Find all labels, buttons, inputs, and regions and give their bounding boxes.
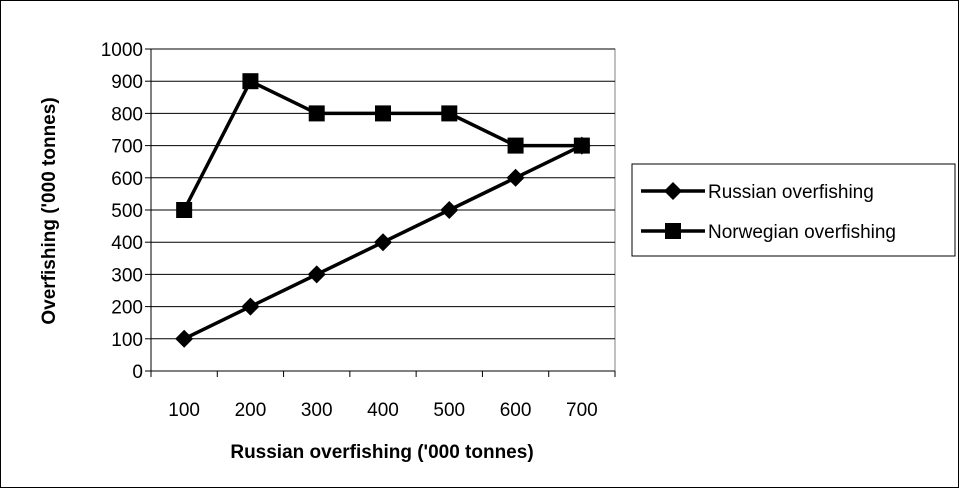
y-tick-label: 500 [111, 201, 143, 222]
series-group [175, 73, 591, 348]
axes [145, 48, 616, 377]
x-tick-label: 200 [235, 400, 267, 421]
data-point [375, 105, 391, 122]
x-tick-labels: 100 200 300 400 500 600 700 [168, 400, 597, 421]
x-tick-label: 600 [500, 400, 532, 421]
legend-box [631, 163, 956, 257]
legend-label: Russian overfishing [708, 182, 874, 203]
legend-label: Norwegian overfishing [708, 222, 896, 243]
x-tick-label: 300 [301, 400, 333, 421]
series-2 [176, 73, 590, 218]
data-point [176, 202, 193, 218]
data-point [440, 201, 459, 219]
data-point [441, 105, 458, 122]
y-tick-labels: 0 100 200 300 400 500 600 700 800 900 1000 [101, 40, 143, 383]
x-tick-label: 400 [367, 400, 399, 421]
x-axis-title: Russian overfishing ('000 tonnes) [230, 442, 533, 463]
legend-item: Russian overfishing [641, 182, 874, 203]
data-point [308, 105, 325, 122]
data-point [374, 233, 392, 252]
data-point [307, 265, 326, 284]
x-tick-label: 100 [168, 400, 200, 421]
y-tick-label: 1000 [101, 40, 143, 61]
data-point [242, 73, 259, 90]
y-tick-label: 700 [111, 137, 143, 158]
y-tick-label: 200 [111, 298, 143, 319]
x-tick-label: 700 [566, 400, 598, 421]
data-point [175, 329, 194, 348]
y-tick-label: 600 [111, 169, 143, 190]
legend-item: Norwegian overfishing [641, 222, 896, 243]
y-tick-label: 400 [111, 233, 143, 254]
data-point [506, 168, 525, 187]
y-tick-label: 900 [111, 72, 143, 93]
data-point [573, 137, 590, 154]
y-tick-label: 800 [111, 104, 143, 125]
x-tick-label: 500 [433, 400, 465, 421]
data-point [241, 297, 260, 316]
legend-swatch-marker [664, 182, 682, 200]
y-tick-label: 100 [111, 330, 143, 351]
legend: Russian overfishing Norwegian overfishing [631, 163, 956, 257]
y-tick-label: 300 [111, 265, 143, 286]
y-axis-title: Overfishing ('000 tonnes) [39, 97, 60, 324]
legend-swatch-marker [665, 223, 681, 239]
data-point [507, 137, 524, 154]
y-tick-label: 0 [132, 362, 143, 383]
